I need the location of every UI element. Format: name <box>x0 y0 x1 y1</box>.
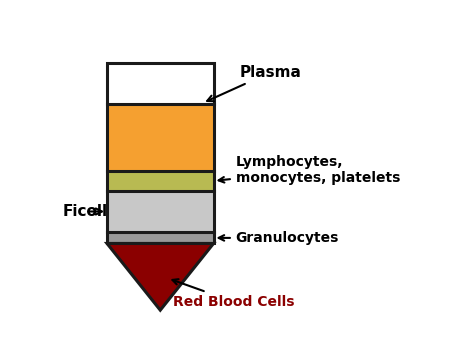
Polygon shape <box>107 243 213 310</box>
Text: Plasma: Plasma <box>207 65 301 101</box>
Bar <box>107 191 213 232</box>
Bar <box>107 63 213 104</box>
Text: Lymphocytes,
monocytes, platelets: Lymphocytes, monocytes, platelets <box>219 155 400 185</box>
Text: Red Blood Cells: Red Blood Cells <box>173 279 295 309</box>
Bar <box>107 63 213 243</box>
Bar <box>107 171 213 191</box>
Bar <box>107 232 213 243</box>
Text: Granulocytes: Granulocytes <box>219 231 339 245</box>
Text: Ficoll: Ficoll <box>63 204 108 219</box>
Bar <box>107 104 213 171</box>
